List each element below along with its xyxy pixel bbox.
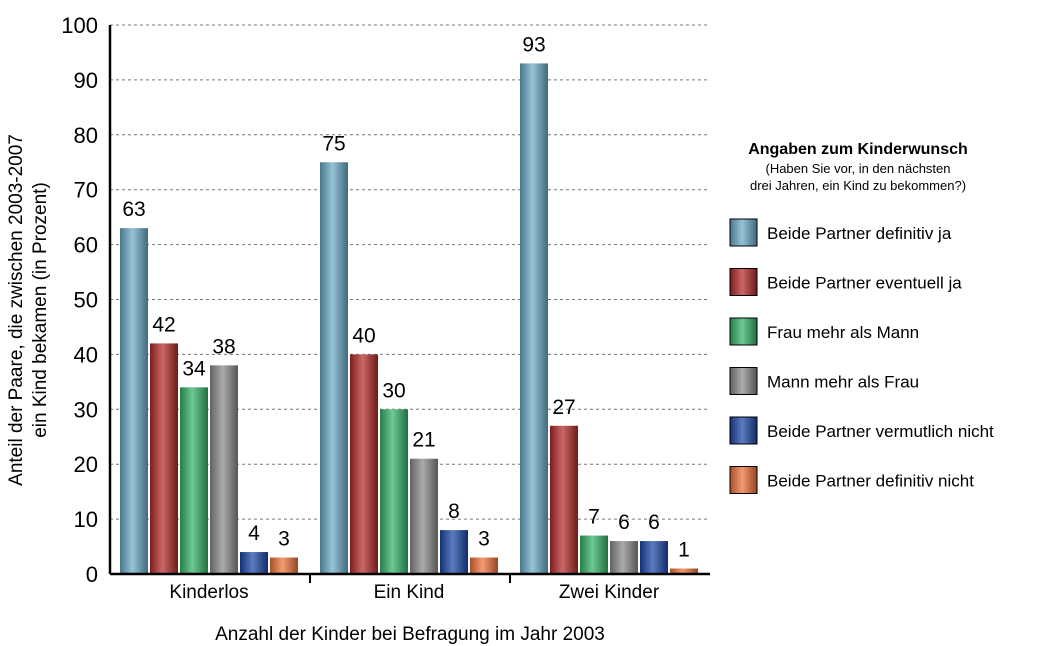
y-tick-label: 90 (74, 68, 98, 93)
bar (670, 568, 698, 574)
legend-label: Frau mehr als Mann (767, 323, 919, 342)
grid-lines (110, 24, 710, 520)
bar (240, 552, 268, 574)
y-tick-label: 100 (61, 13, 98, 38)
bar (180, 387, 208, 574)
bar (380, 409, 408, 574)
y-tick-label: 0 (86, 562, 98, 587)
legend-subtitle-line-2: drei Jahren, ein Kind zu bekommen?) (750, 178, 966, 193)
legend-label: Beide Partner eventuell ja (767, 274, 962, 293)
legend-label: Beide Partner definitiv nicht (767, 472, 974, 491)
bar (470, 557, 498, 574)
data-label: 6 (648, 511, 660, 534)
legend: Angaben zum Kinderwunsch (Haben Sie vor,… (729, 141, 994, 494)
bar (350, 354, 378, 574)
legend-swatch (729, 218, 758, 247)
bar (120, 228, 148, 574)
bars (120, 63, 698, 575)
data-label: 42 (152, 313, 175, 336)
y-tick-label: 80 (74, 123, 98, 148)
y-tick-label: 30 (74, 397, 98, 422)
legend-swatch (729, 416, 758, 445)
data-label: 93 (522, 33, 545, 56)
legend-label: Beide Partner vermutlich nicht (767, 422, 994, 441)
y-tick-label: 50 (74, 288, 98, 313)
bar (520, 63, 548, 575)
data-label: 30 (382, 379, 405, 402)
legend-label: Beide Partner definitiv ja (767, 224, 952, 243)
x-tick-label: Ein Kind (374, 582, 445, 603)
y-axis-title-line-1: Anteil der Paare, die zwischen 2003-2007 (6, 134, 27, 486)
legend-title: Angaben zum Kinderwunsch (748, 141, 968, 158)
bar (640, 541, 668, 574)
legend-swatch (729, 466, 758, 494)
bar (270, 557, 298, 574)
legend-swatch (729, 268, 758, 296)
data-label: 27 (552, 396, 575, 419)
data-label: 63 (122, 198, 145, 221)
bar (610, 541, 638, 574)
data-label: 1 (678, 539, 690, 562)
data-label: 6 (618, 511, 630, 534)
bar (580, 535, 608, 574)
data-label: 40 (352, 324, 375, 347)
x-axis-title: Anzahl der Kinder bei Befragung im Jahr … (215, 624, 605, 645)
bar (440, 530, 468, 574)
x-tick-label: Kinderlos (169, 582, 248, 603)
bar (150, 343, 178, 574)
legend-swatch (729, 367, 758, 395)
data-label: 4 (248, 522, 260, 545)
data-label: 34 (182, 357, 206, 380)
legend-label: Mann mehr als Frau (767, 373, 919, 392)
y-tick-label: 60 (74, 233, 98, 258)
bar (210, 365, 238, 574)
legend-swatch (729, 317, 758, 346)
axes (108, 25, 710, 583)
y-axis-title-line-2: ein Kind bekamen (in Prozent) (30, 182, 51, 438)
data-label: 8 (448, 500, 460, 523)
y-tick-label: 40 (74, 342, 98, 367)
bar (410, 458, 438, 574)
y-tick-label: 10 (74, 507, 98, 532)
data-label: 3 (478, 528, 490, 551)
y-tick-labels: 0 10 20 30 40 50 60 70 80 90 100 (61, 13, 98, 587)
y-tick-label: 20 (74, 452, 98, 477)
data-label: 7 (588, 506, 600, 529)
x-tick-labels: Kinderlos Ein Kind Zwei Kinder (169, 582, 659, 603)
data-label: 38 (212, 335, 235, 358)
bar (320, 162, 348, 574)
legend-subtitle-line-1: (Haben Sie vor, in den nächsten (765, 161, 950, 176)
bar (550, 425, 578, 574)
data-label: 75 (322, 132, 345, 155)
y-tick-label: 70 (74, 178, 98, 203)
data-label: 21 (412, 429, 435, 452)
x-tick-label: Zwei Kinder (559, 582, 660, 603)
data-label: 3 (278, 528, 290, 551)
